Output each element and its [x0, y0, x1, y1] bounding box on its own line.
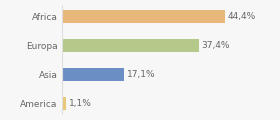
- Text: 1,1%: 1,1%: [69, 99, 92, 108]
- Bar: [62, 39, 199, 52]
- Text: 37,4%: 37,4%: [202, 41, 230, 50]
- Bar: [62, 68, 124, 81]
- Bar: [62, 10, 225, 23]
- Bar: [62, 97, 66, 110]
- Text: 17,1%: 17,1%: [127, 70, 156, 79]
- Text: 44,4%: 44,4%: [227, 12, 256, 21]
